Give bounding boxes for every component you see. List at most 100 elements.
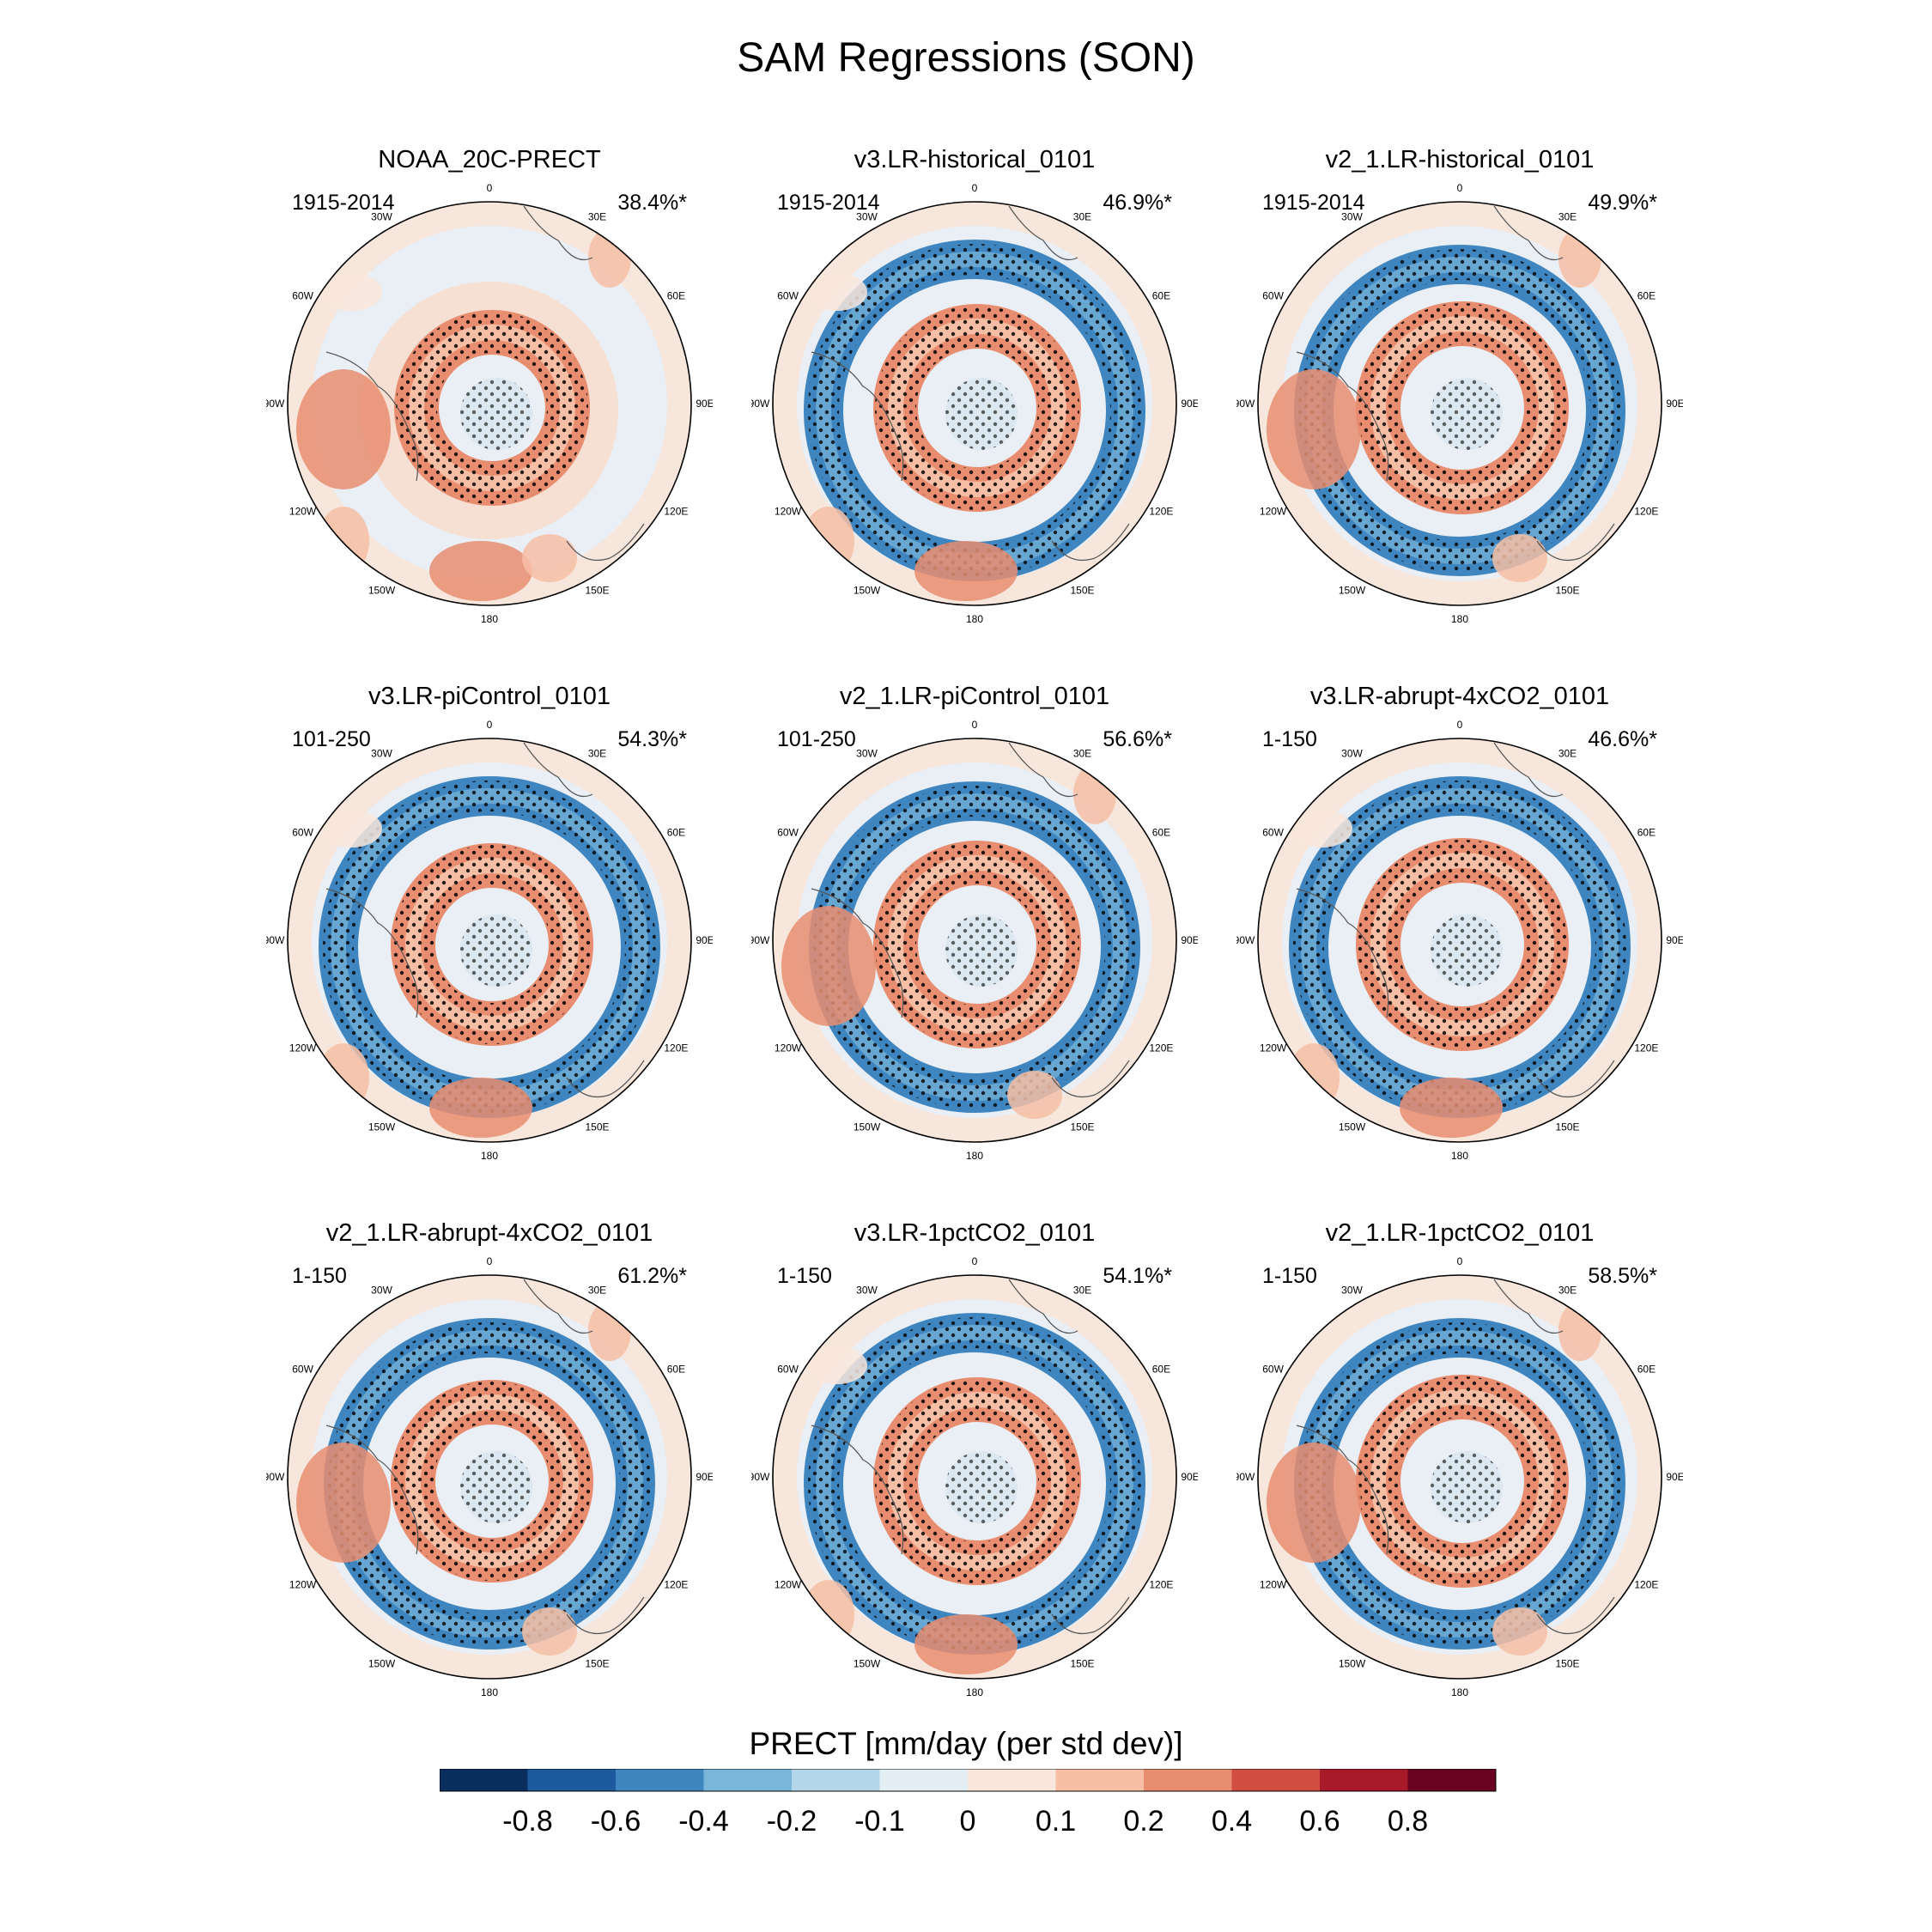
longitude-label: 90W — [751, 934, 770, 946]
longitude-label: 60W — [292, 827, 313, 839]
longitude-label: 150W — [854, 584, 881, 596]
longitude-label: 30E — [1558, 1285, 1577, 1297]
map-panel: v3.LR-1pctCO2_0101 1-150 54.1%* 0 30E 60E 90E 1… — [751, 1219, 1198, 1700]
longitude-label: 150E — [585, 1657, 609, 1669]
colorbar-swatch — [792, 1769, 880, 1791]
longitude-label: 30E — [588, 211, 606, 223]
panel-title: v3.LR-abrupt-4xCO2_0101 — [1309, 683, 1610, 710]
longitude-label: 90W — [751, 398, 770, 410]
longitude-label: 90W — [266, 934, 285, 946]
colorbar-tick-label: 0.1 — [1036, 1805, 1076, 1838]
longitude-label: 180 — [966, 1150, 983, 1162]
colorbar-swatch — [1231, 1769, 1321, 1791]
longitude-label: 0 — [972, 1255, 978, 1267]
longitude-label: 150W — [1339, 1657, 1366, 1669]
longitude-label: 180 — [966, 1686, 983, 1698]
longitude-label: 150E — [1555, 584, 1579, 596]
map-panel: v2_1.LR-piControl_0101 101-250 56.6%* 0 30E 6… — [751, 683, 1198, 1163]
longitude-label: 60E — [1152, 290, 1170, 302]
longitude-label: 120E — [1634, 1579, 1658, 1591]
panel-period: 1-150 — [777, 1264, 832, 1288]
longitude-label: 120E — [1149, 1042, 1173, 1054]
longitude-label: 30W — [371, 748, 392, 760]
colorbar-swatch — [1320, 1769, 1408, 1791]
panel-explained-variance: 46.9%* — [1103, 191, 1172, 215]
longitude-label: 0 — [972, 182, 978, 194]
longitude-label: 120E — [1149, 506, 1173, 518]
colorbar-tick-label: 0.2 — [1123, 1805, 1163, 1838]
longitude-label: 150E — [1555, 1657, 1579, 1669]
panel-period: 1915-2014 — [292, 191, 395, 215]
longitude-label: 30E — [1073, 748, 1091, 760]
colorbar-swatch — [703, 1769, 793, 1791]
longitude-label: 150E — [1070, 1121, 1094, 1133]
longitude-label: 180 — [1451, 613, 1468, 625]
polar-map: 0 30E 60E 90E 120E 150E 180 150W 120W 90W 60W 30W — [751, 182, 1198, 625]
colorbar-swatch — [1144, 1769, 1232, 1791]
longitude-label: 30W — [856, 211, 878, 223]
longitude-label: 90E — [696, 398, 713, 410]
longitude-label: 60W — [777, 827, 799, 839]
longitude-label: 0 — [487, 1255, 493, 1267]
longitude-label: 30W — [1341, 211, 1363, 223]
panel-title: v2_1.LR-1pctCO2_0101 — [1325, 1219, 1595, 1247]
longitude-label: 0 — [972, 719, 978, 731]
panel-explained-variance: 54.1%* — [1103, 1264, 1172, 1288]
longitude-label: 180 — [1451, 1686, 1468, 1698]
longitude-label: 90E — [1666, 1471, 1683, 1483]
panel-title: v2_1.LR-abrupt-4xCO2_0101 — [325, 1219, 653, 1247]
longitude-label: 180 — [481, 1686, 498, 1698]
panel-title: v3.LR-piControl_0101 — [368, 683, 611, 710]
longitude-label: 60W — [292, 1364, 313, 1376]
panel-title: v2_1.LR-historical_0101 — [1325, 146, 1595, 173]
panel-explained-variance: 58.5%* — [1588, 1264, 1657, 1288]
colorbar-swatch — [527, 1769, 617, 1791]
longitude-label: 180 — [481, 613, 498, 625]
longitude-label: 90W — [751, 1471, 770, 1483]
map-panel: v3.LR-historical_0101 1915-2014 46.9%* 0 30E… — [751, 146, 1198, 627]
longitude-label: 150E — [1070, 1657, 1094, 1669]
panel-explained-variance: 49.9%* — [1588, 191, 1657, 215]
longitude-label: 90E — [1181, 934, 1198, 946]
panel-period: 101-250 — [777, 727, 856, 751]
longitude-label: 90E — [696, 934, 713, 946]
longitude-label: 180 — [966, 613, 983, 625]
polar-map: 0 30E 60E 90E 120E 150E 180 150W 120W 90W 60W 30W — [751, 1255, 1198, 1698]
longitude-label: 30W — [371, 211, 392, 223]
longitude-label: 120E — [1634, 506, 1658, 518]
longitude-label: 60W — [777, 1364, 799, 1376]
longitude-label: 120W — [1260, 1579, 1287, 1591]
longitude-label: 0 — [1457, 182, 1463, 194]
longitude-label: 60E — [667, 827, 685, 839]
longitude-label: 150E — [1070, 584, 1094, 596]
longitude-label: 120W — [775, 506, 802, 518]
longitude-label: 90E — [1666, 398, 1683, 410]
panel-title: NOAA_20C-PRECT — [378, 146, 601, 173]
colorbar: -0.8 -0.6 -0.4 -0.2 -0.1 0 0.1 0.2 0.4 0.6 0.8 — [440, 1769, 1497, 1838]
polar-map: 0 30E 60E 90E 120E 150E 180 150W 120W 90W 60W 30W — [1236, 1255, 1683, 1698]
longitude-label: 60E — [1152, 1364, 1170, 1376]
polar-map: 0 30E 60E 90E 120E 150E 180 150W 120W 90W 60W 30W — [751, 719, 1198, 1162]
longitude-label: 90E — [1666, 934, 1683, 946]
longitude-label: 30E — [1558, 211, 1577, 223]
longitude-label: 90E — [696, 1471, 713, 1483]
longitude-label: 120W — [289, 506, 317, 518]
panel-title: v3.LR-1pctCO2_0101 — [854, 1219, 1096, 1247]
colorbar-swatch — [616, 1769, 704, 1791]
longitude-label: 120E — [1149, 1579, 1173, 1591]
map-panel: v3.LR-piControl_0101 101-250 54.3%* 0 30E 60E… — [266, 683, 713, 1163]
longitude-label: 60E — [1637, 290, 1656, 302]
longitude-label: 60E — [1637, 827, 1656, 839]
longitude-label: 120E — [664, 1579, 688, 1591]
longitude-label: 90E — [1181, 398, 1198, 410]
longitude-label: 60W — [292, 290, 313, 302]
longitude-label: 60E — [1152, 827, 1170, 839]
longitude-label: 150E — [585, 1121, 609, 1133]
map-panel: NOAA_20C-PRECT 1915-2014 38.4%* 0 30E 60E 90E 1… — [266, 146, 713, 627]
panel-period: 1-150 — [1262, 1264, 1317, 1288]
longitude-label: 120W — [1260, 506, 1287, 518]
longitude-label: 30E — [588, 748, 606, 760]
longitude-label: 150E — [585, 584, 609, 596]
figure-title: SAM Regressions (SON) — [737, 35, 1195, 81]
colorbar-tick-label: -0.4 — [678, 1805, 729, 1838]
